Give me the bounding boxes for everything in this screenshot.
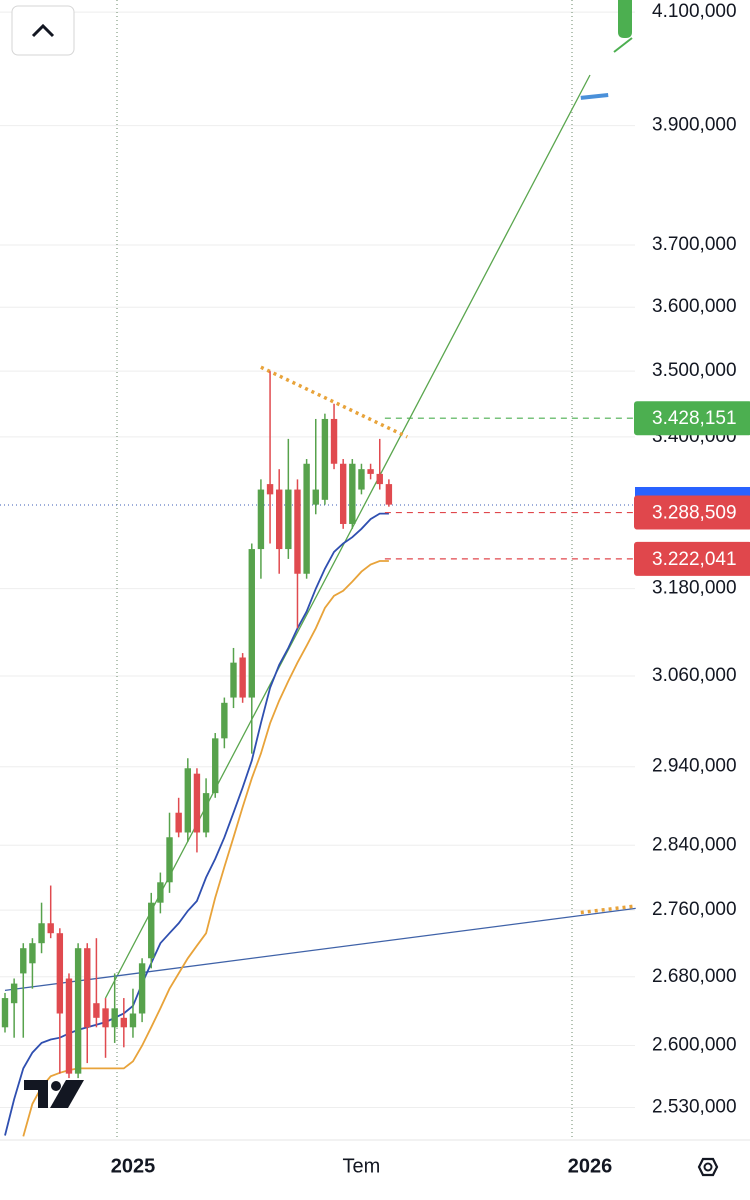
candle-body <box>303 463 310 574</box>
y-tick-label: 3.600,000 <box>652 296 737 317</box>
y-tick-label: 2.840,000 <box>652 834 737 855</box>
candle-body <box>257 489 265 550</box>
candle-body <box>276 489 283 550</box>
trend-line <box>580 93 609 100</box>
candle-body <box>157 882 164 903</box>
price-axis: 4.100,000 3.900,000 3.700,000 3.600,000 3.50… <box>652 1 737 1117</box>
candle-body <box>367 469 374 474</box>
candle-body <box>321 418 329 500</box>
y-tick-label: 2.680,000 <box>652 966 737 987</box>
y-tick-label: 2.530,000 <box>652 1096 737 1117</box>
candle-body <box>221 702 228 739</box>
moving-average <box>22 560 389 1137</box>
candle-body <box>385 484 393 505</box>
gear-icon[interactable] <box>697 1157 719 1177</box>
y-tick-label: 3.700,000 <box>652 234 737 255</box>
alert-tag <box>618 0 632 38</box>
grid <box>0 11 635 1108</box>
x-tick-label: 2026 <box>568 1155 613 1177</box>
candle-body <box>376 473 383 485</box>
candle-body <box>56 933 64 1014</box>
candle-body <box>1 998 9 1028</box>
candle-body <box>349 463 356 524</box>
candle-body <box>84 948 91 1028</box>
candle-body <box>93 1003 100 1018</box>
price-tag-label: 3.428,151 <box>652 408 737 429</box>
candle-body <box>10 983 18 1004</box>
candle-body <box>193 773 201 833</box>
trend-line <box>4 907 636 992</box>
candle-body <box>29 943 36 964</box>
candle-body <box>285 489 292 550</box>
trend-line <box>260 365 408 439</box>
time-axis: 2025 Tem 2026 <box>111 1155 613 1177</box>
x-tick-label: 2025 <box>111 1155 156 1177</box>
y-tick-label: 2.760,000 <box>652 899 737 920</box>
caret-icon[interactable] <box>31 23 55 38</box>
candle-body <box>102 1008 109 1028</box>
y-tick-label: 4.100,000 <box>652 1 737 22</box>
candle-body <box>175 812 182 833</box>
price-tag <box>634 495 750 530</box>
trend-line <box>104 74 591 999</box>
candle-body <box>230 662 237 698</box>
alert-pointer <box>613 37 633 53</box>
candle-body <box>20 948 27 974</box>
plot <box>1 74 636 1137</box>
candle-body <box>212 738 219 794</box>
y-tick-label: 3.500,000 <box>652 360 737 381</box>
candle-body <box>65 978 73 1074</box>
candle-body <box>38 923 45 944</box>
candle-body <box>74 948 82 1074</box>
candle-body <box>111 1008 118 1028</box>
candle-body <box>148 902 155 959</box>
candle-body <box>294 489 301 574</box>
candle-body <box>248 549 255 698</box>
y-tick-label: 2.940,000 <box>652 756 737 777</box>
button-frame[interactable] <box>11 5 75 56</box>
candle-body <box>184 768 191 833</box>
candle-body <box>138 963 146 1014</box>
settings-button[interactable] <box>697 1157 719 1177</box>
y-tick-label: 2.600,000 <box>652 1035 737 1056</box>
candle-body <box>330 418 338 464</box>
candle-body <box>358 469 365 490</box>
x-tick-label: Tem <box>343 1155 381 1177</box>
price-tag-label: 3.288,509 <box>652 503 737 524</box>
candle-body <box>339 463 347 524</box>
gear-icon[interactable] <box>703 1162 713 1172</box>
trend-line <box>580 904 636 915</box>
logo <box>24 1080 84 1108</box>
candle-body <box>47 923 54 934</box>
logo-shape <box>51 1081 61 1091</box>
candle-body <box>312 489 319 505</box>
price-labels: 3.428,151 3.288,509 3.222,041 <box>634 401 750 576</box>
candle-body <box>266 484 274 495</box>
collapse-button[interactable] <box>11 5 75 56</box>
logo-shape <box>24 1080 48 1108</box>
candle-body <box>166 837 173 883</box>
y-tick-label: 3.060,000 <box>652 665 737 686</box>
candle-body <box>202 793 210 833</box>
price-tag-label: 3.222,041 <box>652 549 737 570</box>
price-tag <box>634 401 750 436</box>
price-tag <box>634 541 750 576</box>
candle-body <box>129 1013 137 1028</box>
candle-body <box>239 657 246 698</box>
y-tick-label: 3.180,000 <box>652 578 737 599</box>
logo-shape <box>50 1080 84 1108</box>
y-tick-label: 3.900,000 <box>652 115 737 136</box>
candle-body <box>120 1017 128 1028</box>
